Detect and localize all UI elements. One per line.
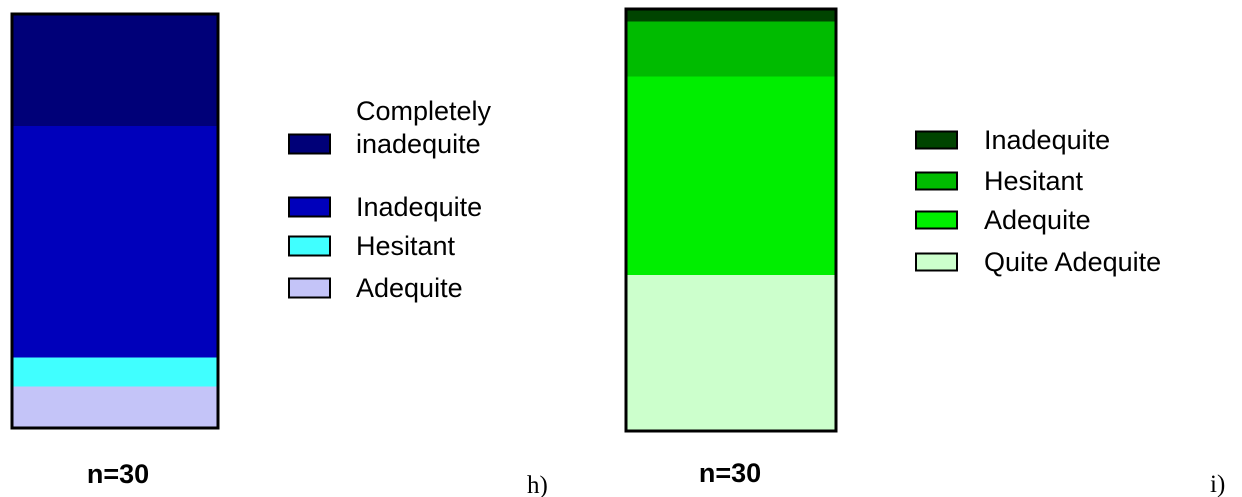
- legend-swatch: [288, 196, 331, 218]
- legend-swatch: [288, 133, 331, 155]
- legend-entry: Inadequite: [288, 192, 482, 222]
- legend: Inadequite Hesitant Adequite Quite Adequite: [915, 125, 1161, 277]
- legend-label: inadequite: [356, 129, 481, 159]
- legend-entry: Hesitant: [288, 231, 456, 261]
- legend-label: Quite Adequite: [984, 247, 1161, 277]
- bar-outline: [624, 7, 838, 433]
- legend-label: Inadequite: [984, 125, 1110, 155]
- sample-size-label: n=30: [87, 459, 149, 489]
- legend-swatch: [915, 171, 958, 191]
- bar-segment-quite-adequite: [626, 274, 836, 431]
- legend-label: Adequite: [984, 205, 1091, 235]
- legend-entry: Hesitant: [915, 166, 1084, 196]
- bar-segment-adequite: [626, 76, 836, 275]
- panel-label: i): [1210, 471, 1225, 497]
- legend-swatch: [288, 235, 331, 257]
- bar-segment-hesitant: [12, 357, 218, 387]
- bar-segment-inadequite: [12, 125, 218, 358]
- legend-entry: Adequite: [288, 273, 463, 303]
- legend-label: Inadequite: [356, 192, 482, 222]
- bar-segment-completely-inadequite: [12, 14, 218, 126]
- legend-label: Hesitant: [356, 231, 456, 261]
- legend-swatch: [288, 277, 331, 299]
- legend-swatch: [915, 130, 958, 150]
- legend-label: Hesitant: [984, 166, 1084, 196]
- legend-swatch: [915, 210, 958, 230]
- legend-entry: Quite Adequite: [915, 247, 1161, 277]
- bar-segment-adequite: [12, 386, 218, 428]
- bar-segment-hesitant: [626, 21, 836, 77]
- legend-label: Adequite: [356, 273, 463, 303]
- sample-size-label: n=30: [699, 458, 761, 488]
- bar-outline: [10, 12, 220, 430]
- panel-label: h): [527, 472, 548, 497]
- legend-entry: Adequite: [915, 205, 1091, 235]
- legend-entry: Inadequite: [915, 125, 1110, 155]
- bar-segment-inadequite: [626, 9, 836, 22]
- chart-panel-2: n=30 i) Inadequite Hesitant Adequite Quite Ad…: [624, 7, 1225, 497]
- legend-label: Completely: [356, 96, 492, 126]
- legend-swatch: [915, 252, 958, 272]
